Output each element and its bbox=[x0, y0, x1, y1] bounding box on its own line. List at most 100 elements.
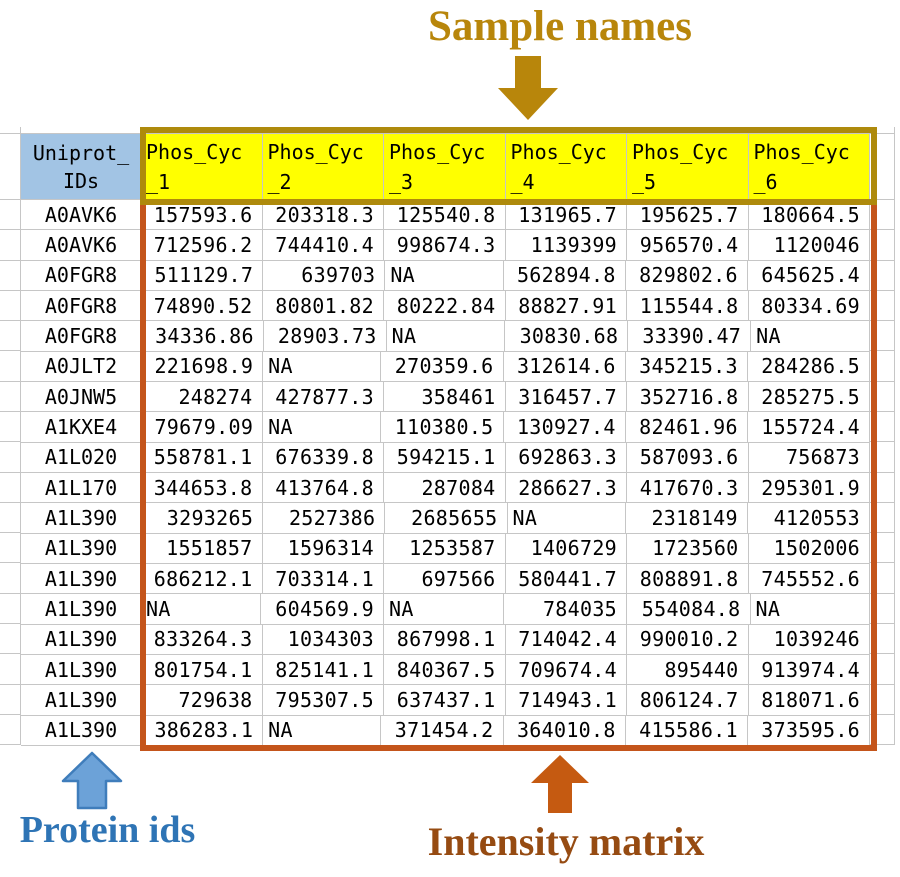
intensity-value-cell[interactable]: 180664.5 bbox=[748, 200, 870, 231]
intensity-value-cell[interactable]: 806124.7 bbox=[627, 685, 749, 716]
intensity-value-cell[interactable]: 34336.86 bbox=[141, 321, 264, 352]
intensity-value-cell[interactable]: 413764.8 bbox=[262, 472, 384, 504]
intensity-value-cell[interactable]: 2527386 bbox=[263, 503, 386, 534]
intensity-value-cell[interactable]: 285275.5 bbox=[748, 381, 870, 413]
intensity-value-cell[interactable]: 155724.4 bbox=[747, 412, 871, 443]
intensity-value-cell[interactable]: NA bbox=[263, 412, 382, 443]
intensity-value-cell[interactable]: 587093.6 bbox=[627, 442, 749, 473]
intensity-value-cell[interactable]: 604569.9 bbox=[260, 594, 384, 625]
intensity-value-cell[interactable]: 1723560 bbox=[627, 533, 749, 564]
protein-id-cell[interactable]: A1L390 bbox=[21, 564, 141, 595]
intensity-value-cell[interactable]: 808891.8 bbox=[627, 563, 749, 595]
intensity-value-cell[interactable]: 645625.4 bbox=[747, 260, 871, 291]
intensity-value-cell[interactable]: 295301.9 bbox=[748, 472, 870, 504]
intensity-value-cell[interactable]: 1502006 bbox=[748, 533, 870, 564]
intensity-value-cell[interactable]: 131965.7 bbox=[505, 200, 627, 231]
protein-id-cell[interactable]: A0FGR8 bbox=[21, 261, 141, 291]
intensity-value-cell[interactable]: 80222.84 bbox=[384, 290, 506, 322]
protein-id-cell[interactable]: A1L390 bbox=[21, 716, 141, 746]
intensity-value-cell[interactable]: 284286.5 bbox=[747, 351, 871, 382]
sample-header-cell[interactable]: Phos_Cyc _3 bbox=[384, 134, 506, 199]
protein-id-cell[interactable]: A1L020 bbox=[21, 443, 141, 473]
intensity-value-cell[interactable]: 594215.1 bbox=[384, 442, 506, 473]
protein-id-cell[interactable]: A1L390 bbox=[21, 503, 141, 534]
intensity-value-cell[interactable]: 829802.6 bbox=[625, 260, 748, 291]
intensity-value-cell[interactable]: 714042.4 bbox=[505, 624, 627, 655]
sample-header-cell[interactable]: Phos_Cyc _2 bbox=[262, 134, 384, 199]
sample-header-cell[interactable]: Phos_Cyc _4 bbox=[505, 134, 627, 199]
intensity-value-cell[interactable]: 637437.1 bbox=[384, 685, 506, 716]
protein-id-cell[interactable]: A1L390 bbox=[21, 594, 141, 625]
intensity-value-cell[interactable]: NA bbox=[263, 715, 382, 746]
intensity-value-cell[interactable]: 157593.6 bbox=[141, 200, 263, 231]
protein-id-cell[interactable]: A1L390 bbox=[21, 534, 141, 564]
protein-id-cell[interactable]: A0AVK6 bbox=[21, 200, 141, 231]
intensity-value-cell[interactable]: 33390.47 bbox=[628, 321, 752, 352]
intensity-value-cell[interactable]: 998674.3 bbox=[384, 230, 506, 261]
intensity-value-cell[interactable]: NA bbox=[386, 321, 506, 352]
intensity-value-cell[interactable]: 82461.96 bbox=[625, 412, 748, 443]
intensity-value-cell[interactable]: 840367.5 bbox=[384, 654, 506, 686]
intensity-value-cell[interactable]: 115544.8 bbox=[627, 290, 749, 322]
intensity-value-cell[interactable]: 417670.3 bbox=[627, 472, 749, 504]
intensity-value-cell[interactable]: 248274 bbox=[141, 381, 263, 413]
intensity-value-cell[interactable]: 80334.69 bbox=[748, 290, 870, 322]
intensity-value-cell[interactable]: 1034303 bbox=[262, 624, 384, 655]
intensity-value-cell[interactable]: 373595.6 bbox=[747, 715, 871, 746]
intensity-value-cell[interactable]: 1139399 bbox=[505, 230, 627, 261]
intensity-value-cell[interactable]: 562894.8 bbox=[503, 260, 626, 291]
intensity-value-cell[interactable]: 1253587 bbox=[384, 533, 506, 564]
intensity-value-cell[interactable]: 833264.3 bbox=[141, 624, 263, 655]
intensity-value-cell[interactable]: 195625.7 bbox=[627, 200, 749, 231]
intensity-value-cell[interactable]: 1596314 bbox=[262, 533, 384, 564]
intensity-value-cell[interactable]: 712596.2 bbox=[141, 230, 263, 261]
intensity-value-cell[interactable]: 1039246 bbox=[748, 624, 870, 655]
intensity-value-cell[interactable]: 287084 bbox=[384, 472, 506, 504]
intensity-value-cell[interactable]: 386283.1 bbox=[141, 715, 264, 746]
protein-id-cell[interactable]: A1KXE4 bbox=[21, 412, 141, 443]
protein-id-cell[interactable]: A0AVK6 bbox=[21, 230, 141, 261]
intensity-value-cell[interactable]: 511129.7 bbox=[141, 260, 264, 291]
intensity-value-cell[interactable]: 352716.8 bbox=[627, 381, 749, 413]
intensity-value-cell[interactable]: 795307.5 bbox=[262, 685, 384, 716]
intensity-value-cell[interactable]: 1406729 bbox=[505, 533, 627, 564]
intensity-value-cell[interactable]: 4120553 bbox=[747, 503, 871, 534]
intensity-value-cell[interactable]: 1120046 bbox=[748, 230, 870, 261]
intensity-value-cell[interactable]: 686212.1 bbox=[141, 563, 263, 595]
intensity-value-cell[interactable]: 3293265 bbox=[141, 503, 264, 534]
protein-id-cell[interactable]: A1L170 bbox=[21, 473, 141, 504]
protein-id-cell[interactable]: A1L390 bbox=[21, 655, 141, 686]
intensity-value-cell[interactable]: 956570.4 bbox=[627, 230, 749, 261]
sample-header-cell[interactable]: Phos_Cyc _6 bbox=[748, 134, 870, 199]
intensity-value-cell[interactable]: 110380.5 bbox=[381, 412, 504, 443]
intensity-value-cell[interactable]: 358461 bbox=[384, 381, 506, 413]
protein-id-cell[interactable]: A1L390 bbox=[21, 625, 141, 655]
intensity-value-cell[interactable]: 554084.8 bbox=[627, 594, 751, 625]
intensity-value-cell[interactable]: 558781.1 bbox=[141, 442, 263, 473]
intensity-value-cell[interactable]: 729638 bbox=[141, 685, 263, 716]
intensity-value-cell[interactable]: 221698.9 bbox=[141, 351, 264, 382]
intensity-value-cell[interactable]: NA bbox=[751, 321, 870, 352]
intensity-value-cell[interactable]: 130927.4 bbox=[503, 412, 626, 443]
intensity-value-cell[interactable]: 203318.3 bbox=[262, 200, 384, 231]
intensity-value-cell[interactable]: 639703 bbox=[263, 260, 386, 291]
intensity-value-cell[interactable]: NA bbox=[141, 594, 261, 625]
intensity-value-cell[interactable]: 676339.8 bbox=[262, 442, 384, 473]
intensity-value-cell[interactable]: NA bbox=[385, 260, 504, 291]
intensity-value-cell[interactable]: NA bbox=[507, 503, 626, 534]
intensity-value-cell[interactable]: 345215.3 bbox=[625, 351, 748, 382]
intensity-value-cell[interactable]: 895440 bbox=[627, 654, 749, 686]
intensity-value-cell[interactable]: 745552.6 bbox=[748, 563, 870, 595]
intensity-value-cell[interactable]: 709674.4 bbox=[505, 654, 627, 686]
intensity-value-cell[interactable]: 312614.6 bbox=[503, 351, 626, 382]
intensity-value-cell[interactable]: 28903.73 bbox=[263, 321, 387, 352]
intensity-value-cell[interactable]: 990010.2 bbox=[627, 624, 749, 655]
protein-id-cell[interactable]: A0JNW5 bbox=[21, 382, 141, 413]
intensity-value-cell[interactable]: 801754.1 bbox=[141, 654, 263, 686]
intensity-value-cell[interactable]: 867998.1 bbox=[384, 624, 506, 655]
intensity-value-cell[interactable]: NA bbox=[750, 594, 870, 625]
intensity-value-cell[interactable]: 825141.1 bbox=[262, 654, 384, 686]
protein-id-cell[interactable]: A0JLT2 bbox=[21, 352, 141, 382]
uniprot-header-cell[interactable]: Uniprot_ IDs bbox=[21, 134, 141, 200]
intensity-value-cell[interactable]: 756873 bbox=[748, 442, 870, 473]
